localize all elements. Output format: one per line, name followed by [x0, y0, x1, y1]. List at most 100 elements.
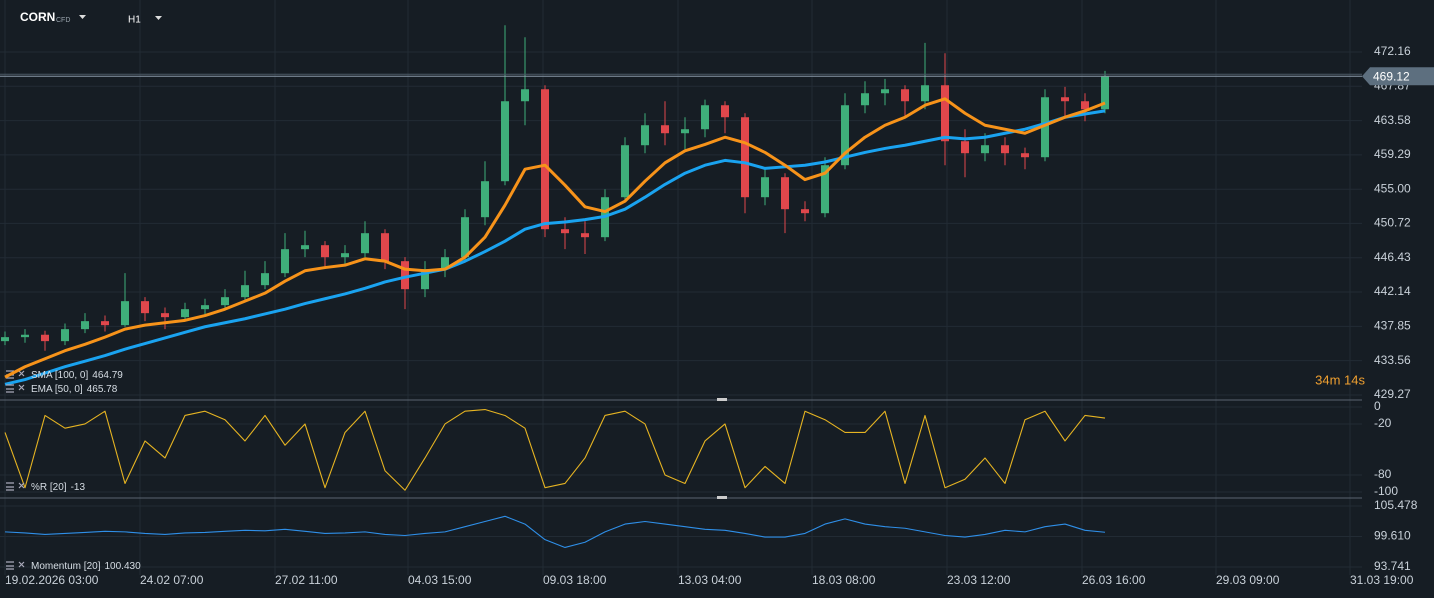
candle-body [261, 273, 269, 286]
indicator-line [4, 515, 1106, 549]
legend-value: 100.430 [104, 561, 141, 572]
candle-body [561, 229, 569, 234]
candle-body [861, 93, 869, 106]
candle-body [381, 233, 389, 262]
x-tick-label: 13.03 04:00 [678, 573, 742, 587]
x-tick-label: 04.03 15:00 [408, 573, 472, 587]
candle-body [721, 105, 729, 118]
candle-body [661, 125, 669, 134]
legend-icon [6, 482, 25, 491]
symbol-type: CFD [56, 17, 70, 24]
candle-body [181, 309, 189, 318]
x-tick-label: 26.03 16:00 [1082, 573, 1146, 587]
candle-body [301, 245, 309, 250]
candle-body [441, 257, 449, 270]
price-tag-label: 469.12 [1373, 69, 1410, 83]
y-tick-label: 437.85 [1374, 319, 1411, 333]
candle-body [961, 141, 969, 154]
pane-handle[interactable] [717, 496, 727, 499]
candle-body [801, 209, 809, 214]
y-tick-label: 455.00 [1374, 181, 1411, 195]
candle-body [1041, 97, 1049, 158]
candle-body [321, 245, 329, 258]
dropdown-arrow[interactable] [155, 16, 162, 20]
y-tick-label: -100 [1374, 484, 1398, 498]
candle-body [641, 125, 649, 146]
candle-body [681, 129, 689, 134]
x-tick-label: 23.03 12:00 [947, 573, 1011, 587]
x-tick-label: 27.02 11:00 [275, 573, 338, 587]
y-tick-label: 0 [1374, 399, 1381, 413]
candle-body [501, 101, 509, 182]
x-tick-label: 18.03 08:00 [812, 573, 876, 587]
y-tick-label: 93.741 [1374, 559, 1411, 573]
candle-body [421, 269, 429, 290]
candle-body [761, 177, 769, 198]
candle-body [741, 117, 749, 198]
y-tick-label: 472.16 [1374, 44, 1411, 58]
candle-body [781, 177, 789, 210]
legend-name: SMA [100, 0] [31, 370, 88, 381]
candle-body [141, 301, 149, 314]
candle-body [1001, 145, 1009, 154]
y-tick-label: 463.58 [1374, 113, 1411, 127]
x-tick-label: 29.03 09:00 [1216, 573, 1280, 587]
candle-body [281, 249, 289, 274]
countdown: 34m 14s [1315, 372, 1365, 387]
legend-icon [6, 384, 25, 393]
y-tick-label: -20 [1374, 416, 1392, 430]
candle-body [621, 145, 629, 198]
legend-entry: SMA [100, 0] 464.79 [31, 370, 123, 381]
y-tick-label: 446.43 [1374, 250, 1411, 264]
candle-body [821, 165, 829, 214]
indicator-line [4, 109, 1106, 386]
timeframe[interactable]: H1 [128, 15, 141, 26]
legend-icon [6, 561, 25, 570]
candle-body [941, 85, 949, 142]
candle-body [1, 337, 9, 342]
candle-body [1101, 76, 1109, 110]
legend-name: Momentum [20] [31, 561, 101, 572]
y-tick-label: 99.610 [1374, 529, 1411, 543]
x-tick-label: 24.02 07:00 [140, 573, 204, 587]
legend-value: 465.78 [87, 384, 118, 395]
legend-value: 464.79 [92, 370, 123, 381]
candle-body [201, 305, 209, 310]
y-tick-label: -80 [1374, 467, 1392, 481]
candle-body [521, 89, 529, 102]
candle-body [901, 89, 909, 102]
legend-entry: Momentum [20] 100.430 [31, 561, 141, 572]
candle-body [701, 105, 709, 130]
dropdown-arrow[interactable] [79, 15, 86, 19]
candle-body [41, 334, 49, 342]
candle-body [361, 233, 369, 254]
candle-body [341, 253, 349, 258]
x-tick-label: 09.03 18:00 [543, 573, 607, 587]
candle-body [841, 105, 849, 166]
y-tick-label: 450.72 [1374, 216, 1411, 230]
candle-body [881, 89, 889, 94]
y-tick-label: 429.27 [1374, 387, 1411, 401]
symbol[interactable]: CORN [20, 10, 55, 24]
legend-value: -13 [71, 482, 86, 493]
candle-body [981, 145, 989, 154]
candle-body [1021, 153, 1029, 158]
candle-body [481, 181, 489, 218]
y-tick-label: 105.478 [1374, 498, 1418, 512]
grid-layer [0, 0, 1362, 575]
indicator-line [4, 97, 1106, 379]
candle-body [1081, 101, 1089, 110]
indicator-line [4, 408, 1106, 491]
x-tick-label: 19.02.2026 03:00 [5, 573, 99, 587]
y-tick-label: 442.14 [1374, 284, 1411, 298]
candle-body [121, 301, 129, 326]
candle-body [21, 334, 29, 338]
candle-body [61, 329, 69, 342]
candle-body [581, 233, 589, 238]
y-tick-label: 433.56 [1374, 353, 1411, 367]
pane-handle[interactable] [717, 398, 727, 401]
candle-body [461, 217, 469, 258]
legend-entry: %R [20] -13 [31, 482, 85, 493]
candle-body [541, 89, 549, 230]
